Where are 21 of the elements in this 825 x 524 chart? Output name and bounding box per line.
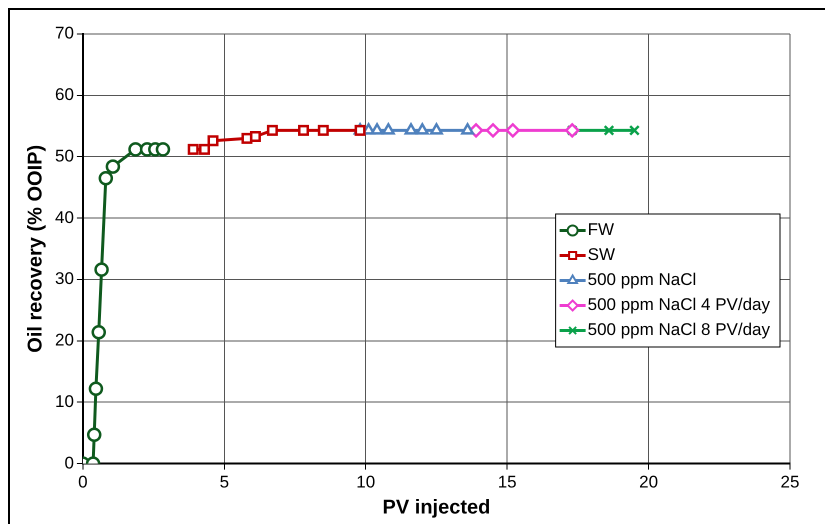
x-tick-label: 25: [780, 472, 800, 492]
y-tick-label: 0: [64, 453, 74, 472]
y-axis-title: Oil recovery (% OOIP): [24, 144, 47, 353]
y-tick-label: 60: [54, 85, 74, 104]
y-tick-label: 10: [54, 392, 74, 411]
y-tick-label: 30: [54, 269, 74, 288]
x-tick-label: 20: [639, 472, 658, 492]
y-tick-label: 50: [54, 146, 74, 166]
x-tick-label: 5: [220, 472, 230, 492]
y-tick-label: 70: [54, 24, 74, 43]
legend-label: 500 ppm NaCl: [588, 270, 696, 290]
x-tick-label: 15: [498, 472, 517, 492]
y-tick-label: 40: [54, 208, 74, 227]
legend-label: 500 ppm NaCl 8 PV/day: [588, 320, 770, 340]
legend-label: 500 ppm NaCl 4 PV/day: [588, 295, 770, 314]
x-axis-title: PV injected: [382, 496, 490, 519]
x-tick-label: 10: [356, 472, 376, 492]
y-tick-label: 20: [54, 330, 74, 350]
x-tick-label: 0: [78, 472, 88, 492]
legend-label: SW: [588, 245, 616, 264]
legend-label: FW: [588, 220, 614, 240]
